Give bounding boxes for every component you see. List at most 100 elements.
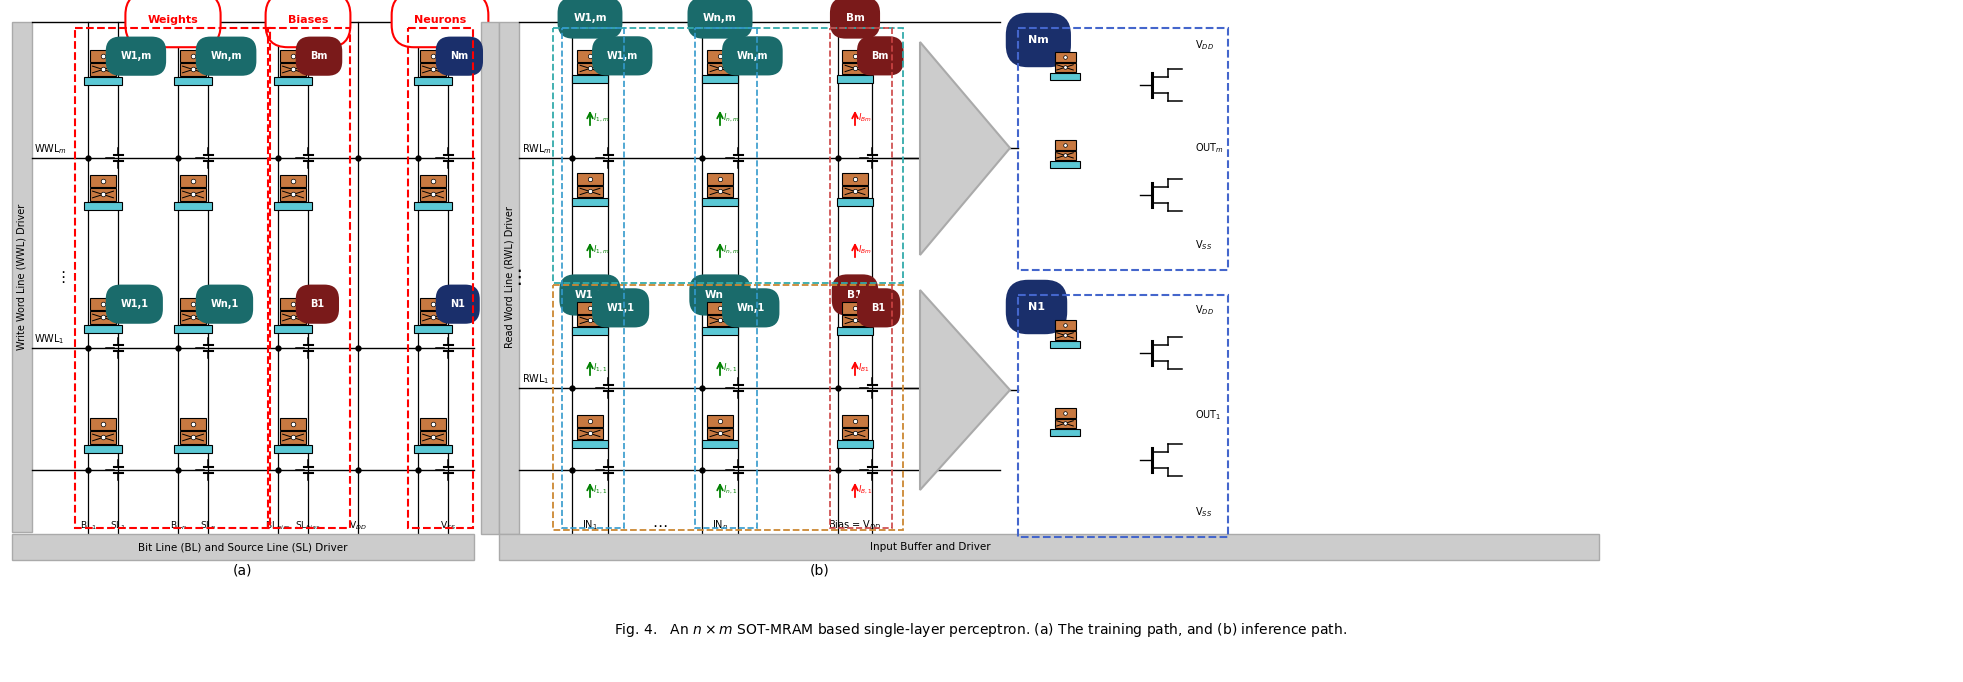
Bar [1050, 341, 1080, 348]
Bar [181, 431, 206, 444]
Bar [577, 186, 603, 197]
Text: Read Word Line (RWL) Driver: Read Word Line (RWL) Driver [504, 206, 514, 348]
Text: Input Buffer and Driver: Input Buffer and Driver [870, 542, 989, 552]
Bar [275, 76, 312, 85]
Text: W1,m: W1,m [607, 51, 638, 61]
Bar [499, 534, 1600, 560]
Text: Nm: Nm [1029, 35, 1048, 45]
Bar [703, 440, 738, 448]
Bar [420, 63, 446, 76]
Bar [279, 63, 306, 76]
Bar [1054, 320, 1076, 330]
Text: Bm: Bm [846, 13, 864, 23]
Text: $I_{Bm}$: $I_{Bm}$ [858, 243, 872, 256]
Text: $\cdots$: $\cdots$ [652, 517, 667, 532]
Bar [707, 314, 732, 326]
Bar [707, 173, 732, 185]
Text: $I_{Bm}$: $I_{Bm}$ [858, 112, 872, 124]
Bar [275, 325, 312, 333]
Text: IN$_n$: IN$_n$ [713, 518, 728, 532]
Bar [836, 327, 874, 336]
Bar [84, 325, 122, 333]
Text: V$_{SS}$: V$_{SS}$ [1195, 505, 1213, 519]
Text: Fig. 4.   An $n \times m$ SOT-MRAM based single-layer perceptron. (a) The traini: Fig. 4. An $n \times m$ SOT-MRAM based s… [614, 621, 1347, 639]
Bar [181, 175, 206, 188]
Text: Weights: Weights [147, 15, 198, 25]
Bar [499, 22, 518, 534]
Text: (a): (a) [234, 563, 253, 577]
Bar [577, 428, 603, 439]
Polygon shape [921, 42, 1011, 255]
Bar [1050, 429, 1080, 436]
Bar [707, 415, 732, 427]
Bar [577, 63, 603, 74]
Text: $I_{1,1}$: $I_{1,1}$ [593, 362, 607, 374]
Text: $I_{1,m}$: $I_{1,m}$ [593, 112, 610, 124]
Text: $I_{n,m}$: $I_{n,m}$ [722, 112, 740, 124]
Bar [420, 431, 446, 444]
Bar [414, 445, 451, 453]
Bar [90, 418, 116, 430]
Bar [181, 188, 206, 201]
Bar [12, 534, 473, 560]
Bar [90, 431, 116, 444]
Bar [181, 298, 206, 310]
Bar [836, 75, 874, 83]
Bar [275, 202, 312, 210]
Bar [275, 445, 312, 453]
Bar [175, 76, 212, 85]
Bar [90, 63, 116, 76]
Bar [703, 75, 738, 83]
Polygon shape [921, 290, 1011, 490]
Bar [577, 302, 603, 314]
Bar [175, 445, 212, 453]
Text: $I_{n,1}$: $I_{n,1}$ [722, 362, 738, 374]
Bar [420, 311, 446, 324]
Bar [703, 198, 738, 206]
Bar [84, 76, 122, 85]
Bar [703, 327, 738, 336]
Text: IN$_1$: IN$_1$ [583, 518, 599, 532]
Text: Bm: Bm [872, 51, 889, 61]
Bar [90, 311, 116, 324]
Bar [175, 202, 212, 210]
Bar [1054, 52, 1076, 62]
Bar [842, 302, 868, 314]
Text: RWL$_1$: RWL$_1$ [522, 372, 550, 386]
Text: Wn,1: Wn,1 [736, 303, 766, 313]
Bar [12, 22, 31, 532]
Text: Bias = V$_{DD}$: Bias = V$_{DD}$ [828, 518, 881, 532]
Bar [414, 76, 451, 85]
Text: Nm: Nm [450, 51, 469, 61]
Text: Wn,m: Wn,m [703, 13, 736, 23]
Text: W1,m: W1,m [120, 51, 151, 61]
Bar [1054, 63, 1076, 72]
Bar [842, 186, 868, 197]
Text: V$_{DD}$: V$_{DD}$ [1195, 38, 1213, 52]
Text: RWL$_m$: RWL$_m$ [522, 143, 552, 156]
Text: Wn,1: Wn,1 [210, 299, 239, 309]
Text: B1: B1 [310, 299, 324, 309]
Text: Biases: Biases [289, 15, 328, 25]
Text: Wn,m: Wn,m [210, 51, 241, 61]
Bar [279, 418, 306, 430]
Text: $\vdots$: $\vdots$ [55, 269, 65, 285]
Bar [1054, 419, 1076, 428]
Bar [836, 440, 874, 448]
Text: V$_{DD}$: V$_{DD}$ [1195, 303, 1213, 317]
Bar [90, 50, 116, 62]
Text: $I_{1,1}$: $I_{1,1}$ [593, 484, 607, 496]
Bar [181, 63, 206, 76]
Text: $\vdots$: $\vdots$ [508, 267, 522, 287]
Bar [420, 175, 446, 188]
Text: BL$_n$: BL$_n$ [169, 520, 186, 532]
Bar [84, 202, 122, 210]
Bar [577, 314, 603, 326]
Bar [1054, 140, 1076, 150]
Bar [414, 325, 451, 333]
Text: BL$_1$: BL$_1$ [80, 520, 96, 532]
Text: BL$_{bias}$: BL$_{bias}$ [265, 520, 291, 532]
Text: SL$_{bias}$: SL$_{bias}$ [294, 520, 320, 532]
Bar [175, 325, 212, 333]
Bar [420, 298, 446, 310]
